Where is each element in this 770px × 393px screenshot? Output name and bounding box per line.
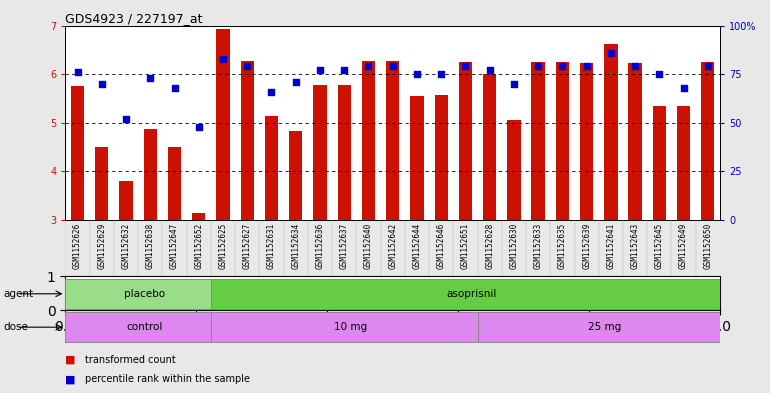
Point — [314, 67, 326, 73]
Bar — [459, 62, 472, 220]
Bar — [95, 147, 109, 220]
Bar — [556, 62, 569, 220]
Bar — [289, 131, 303, 220]
Bar — [477, 312, 720, 342]
Bar — [362, 61, 375, 220]
Bar — [211, 279, 720, 309]
Bar — [628, 64, 641, 220]
Bar — [216, 29, 229, 220]
Point — [192, 123, 205, 130]
Text: GSM1152626: GSM1152626 — [73, 223, 82, 269]
Text: GSM1152640: GSM1152640 — [364, 223, 373, 269]
Point — [290, 79, 302, 85]
Text: dose: dose — [4, 322, 28, 332]
Text: GSM1152627: GSM1152627 — [243, 223, 252, 269]
Point — [653, 71, 665, 77]
Bar — [65, 312, 211, 342]
Bar — [119, 181, 132, 220]
Point — [241, 63, 253, 70]
Point — [532, 63, 544, 70]
Text: GSM1152643: GSM1152643 — [631, 223, 640, 269]
Text: GSM1152641: GSM1152641 — [606, 223, 615, 269]
Point — [217, 55, 229, 62]
Point — [701, 63, 714, 70]
Point — [581, 63, 593, 70]
Bar — [144, 129, 157, 220]
Text: GSM1152634: GSM1152634 — [291, 223, 300, 269]
Text: GSM1152649: GSM1152649 — [679, 223, 688, 269]
Text: percentile rank within the sample: percentile rank within the sample — [85, 374, 249, 384]
Bar — [240, 61, 254, 220]
Text: asoprisnil: asoprisnil — [447, 289, 497, 299]
Point — [484, 67, 496, 73]
Text: GSM1152639: GSM1152639 — [582, 223, 591, 269]
Bar — [65, 279, 211, 309]
Text: GSM1152642: GSM1152642 — [388, 223, 397, 269]
Text: agent: agent — [4, 289, 34, 299]
Bar — [483, 74, 497, 220]
Point — [95, 81, 108, 87]
Bar — [168, 147, 181, 220]
Text: control: control — [126, 322, 162, 332]
Point — [507, 81, 520, 87]
Point — [410, 71, 423, 77]
Point — [387, 63, 399, 70]
Point — [338, 67, 350, 73]
Bar — [265, 116, 278, 220]
Bar — [531, 62, 545, 220]
Text: GSM1152637: GSM1152637 — [340, 223, 349, 269]
Text: GSM1152646: GSM1152646 — [437, 223, 446, 269]
Text: 25 mg: 25 mg — [588, 322, 621, 332]
Point — [169, 84, 181, 91]
Bar — [701, 62, 715, 220]
Bar — [677, 106, 690, 220]
Bar — [410, 96, 424, 220]
Bar — [434, 95, 448, 220]
Text: GSM1152651: GSM1152651 — [461, 223, 470, 269]
Text: GSM1152628: GSM1152628 — [485, 223, 494, 269]
Text: GSM1152635: GSM1152635 — [558, 223, 567, 269]
Text: GSM1152650: GSM1152650 — [703, 223, 712, 269]
Text: GSM1152625: GSM1152625 — [219, 223, 227, 269]
Text: GDS4923 / 227197_at: GDS4923 / 227197_at — [65, 12, 203, 25]
Point — [678, 84, 690, 91]
Text: ■: ■ — [65, 354, 76, 365]
Text: GSM1152645: GSM1152645 — [654, 223, 664, 269]
Text: GSM1152638: GSM1152638 — [146, 223, 155, 269]
Bar — [653, 106, 666, 220]
Bar — [313, 85, 326, 220]
Text: GSM1152647: GSM1152647 — [170, 223, 179, 269]
Text: placebo: placebo — [124, 289, 165, 299]
Point — [556, 63, 568, 70]
Bar — [71, 86, 84, 220]
Text: GSM1152633: GSM1152633 — [534, 223, 543, 269]
Text: GSM1152652: GSM1152652 — [194, 223, 203, 269]
Bar — [337, 85, 351, 220]
Bar — [604, 44, 618, 220]
Text: GSM1152629: GSM1152629 — [97, 223, 106, 269]
Text: GSM1152644: GSM1152644 — [413, 223, 421, 269]
Point — [120, 116, 132, 122]
Text: ■: ■ — [65, 374, 76, 384]
Point — [363, 63, 375, 70]
Bar — [192, 213, 206, 220]
Text: 10 mg: 10 mg — [333, 322, 367, 332]
Bar — [211, 312, 477, 342]
Text: GSM1152630: GSM1152630 — [510, 223, 518, 269]
Point — [144, 75, 156, 81]
Text: GSM1152636: GSM1152636 — [316, 223, 324, 269]
Bar — [386, 61, 400, 220]
Bar — [580, 64, 594, 220]
Text: GSM1152632: GSM1152632 — [122, 223, 131, 269]
Point — [266, 88, 278, 95]
Point — [72, 69, 84, 75]
Text: transformed count: transformed count — [85, 354, 176, 365]
Bar — [507, 120, 521, 220]
Point — [604, 50, 617, 56]
Point — [629, 63, 641, 70]
Text: GSM1152631: GSM1152631 — [267, 223, 276, 269]
Point — [435, 71, 447, 77]
Point — [459, 63, 471, 70]
